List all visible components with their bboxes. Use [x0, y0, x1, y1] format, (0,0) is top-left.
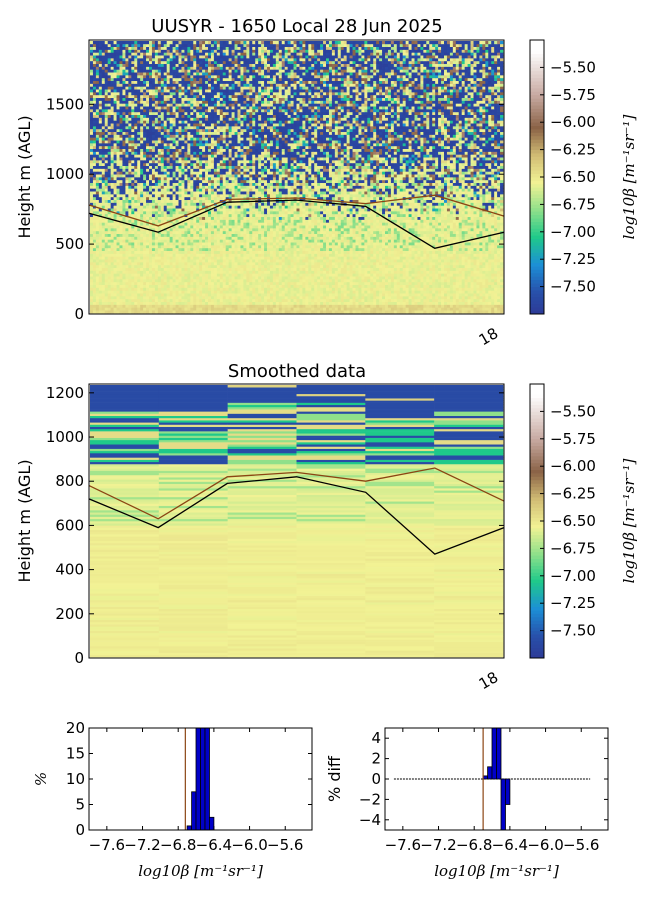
y-tick-label: 1000 [46, 428, 84, 446]
colorbar-tick-label: −6.25 [550, 141, 596, 159]
boundary-line-1 [88, 199, 505, 249]
histogram-bar [186, 825, 193, 831]
y-tick-label: 20 [66, 719, 85, 737]
x-tick-label: −5.6 [267, 836, 303, 854]
panel-smoothed-frame [88, 383, 505, 659]
y-axis-label: % [32, 772, 50, 786]
boundary-line-1 [88, 476, 505, 555]
colorbar-tick-label: −7.25 [550, 250, 596, 268]
smoothed-boundary-lines [88, 467, 505, 555]
histogram-bar [195, 727, 201, 831]
histogram-bar [191, 791, 197, 831]
histogram-bar [482, 775, 489, 780]
panel-raw: UUSYR - 1650 Local 28 Jun 2025 0 500 1000 1… [15, 16, 638, 349]
y-tick-label: 800 [55, 472, 84, 490]
panel-smoothed: Smoothed data 0 200 400 600 800 1000 1200 18 H… [15, 361, 638, 693]
raw-y-axis: 0 500 1000 1500 [46, 95, 504, 323]
colorbar-tick-label: −5.75 [550, 86, 596, 104]
y-tick-label: 500 [55, 235, 84, 253]
histogram-bar [496, 727, 502, 780]
y-tick-label: 600 [55, 516, 84, 534]
smoothed-heatmap [90, 385, 504, 658]
x-tick-label: −6.0 [231, 836, 267, 854]
colorbar-tick-label: −6.50 [550, 512, 596, 530]
colorbar-tick-label: −5.75 [550, 430, 596, 448]
y-tick-label: 0 [74, 305, 84, 323]
histogram-bar [504, 778, 511, 805]
colorbar-tick-label: −5.50 [550, 58, 596, 76]
histogram-bar [487, 766, 493, 780]
x-tick-label: −7.6 [385, 836, 421, 854]
raw-y-axis-label: Height m (AGL) [15, 115, 34, 238]
colorbar-tick-label: −7.50 [550, 278, 596, 296]
colorbar-tick-label: −6.75 [550, 195, 596, 213]
histogram-bar [200, 727, 206, 831]
y-tick-label: 0 [74, 649, 84, 667]
raw-x-tick-label: 18 [476, 324, 502, 349]
colorbar-label: log10β [m⁻¹sr⁻¹] [620, 459, 638, 584]
x-tick-label: −5.6 [563, 836, 599, 854]
smoothed-x-tick-label: 18 [476, 668, 502, 693]
y-tick-label: −4 [359, 811, 381, 829]
colorbar-tick-label: −7.00 [550, 223, 596, 241]
colorbar-tick-label: −7.00 [550, 567, 596, 585]
raw-boundary-lines [88, 194, 505, 249]
y-tick-label: 1000 [46, 165, 84, 183]
raw-heatmap [90, 41, 504, 314]
histogram-bar [204, 727, 210, 831]
colorbar-tick-label: −5.50 [550, 402, 596, 420]
y-tick-label: 2 [371, 750, 381, 768]
y-tick-label: −2 [359, 790, 381, 808]
x-tick-label: −6.4 [196, 836, 232, 854]
y-tick-label: 0 [371, 770, 381, 788]
x-tick-label: −7.6 [89, 836, 125, 854]
panel-raw-title: UUSYR - 1650 Local 28 Jun 2025 [151, 16, 442, 37]
y-tick-label: 200 [55, 605, 84, 623]
colorbar-tick-label: −6.25 [550, 485, 596, 503]
x-tick-label: −7.2 [124, 836, 160, 854]
y-axis-label: % diff [325, 755, 344, 802]
colorbar-tick-label: −7.25 [550, 594, 596, 612]
colorbar-tick-label: −6.50 [550, 168, 596, 186]
y-tick-label: 5 [75, 796, 85, 814]
y-tick-label: 15 [66, 745, 85, 763]
smoothed-y-axis: 0 200 400 600 800 1000 1200 [46, 384, 504, 667]
x-tick-label: −6.0 [527, 836, 563, 854]
y-tick-label: 1500 [46, 95, 84, 113]
x-tick-label: −7.2 [420, 836, 456, 854]
colorbar-tick-label: −6.75 [550, 539, 596, 557]
y-tick-label: 4 [371, 729, 381, 747]
y-tick-label: 1200 [46, 384, 84, 402]
colorbar-tick-label: −6.00 [550, 113, 596, 131]
x-axis-label: log10β [m⁻¹sr⁻¹] [434, 862, 559, 880]
histogram-bar [208, 816, 215, 831]
x-tick-label: −6.8 [456, 836, 492, 854]
histogram-bar [500, 778, 506, 831]
y-tick-label: 10 [66, 770, 85, 788]
x-axis-label: log10β [m⁻¹sr⁻¹] [138, 862, 263, 880]
panel-smoothed-title: Smoothed data [228, 361, 366, 382]
histogram-bar [491, 727, 497, 780]
smoothed-colorbar: −5.50 −5.75 −6.00 −6.25 −6.50 −6.75 −7.00 −7.25… [529, 383, 638, 659]
raw-colorbar: −5.50 −5.75 −6.00 −6.25 −6.50 −6.75 −7.00 −7.25… [529, 39, 638, 315]
x-tick-label: −6.4 [492, 836, 528, 854]
colorbar-tick-label: −6.00 [550, 457, 596, 475]
colorbar-tick-label: −7.50 [550, 622, 596, 640]
panel-raw-frame [88, 39, 505, 315]
y-tick-label: 400 [55, 561, 84, 579]
y-tick-label: 0 [75, 821, 85, 839]
boundary-line-2 [88, 194, 505, 227]
smoothed-y-axis-label: Height m (AGL) [15, 459, 34, 582]
x-tick-label: −6.8 [160, 836, 196, 854]
colorbar-label: log10β [m⁻¹sr⁻¹] [620, 115, 638, 240]
boundary-line-2 [88, 467, 505, 520]
